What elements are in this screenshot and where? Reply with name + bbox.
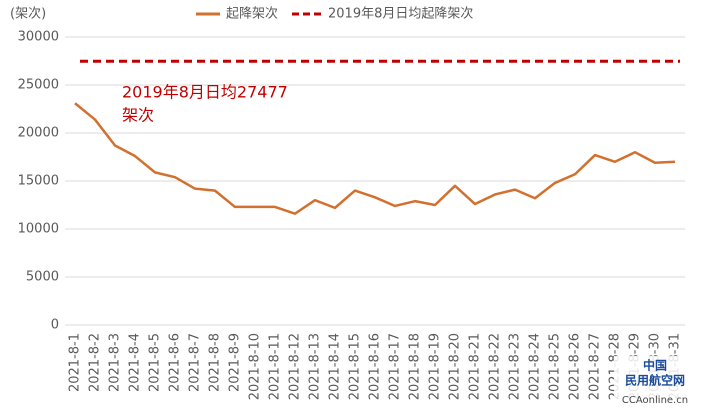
x-tick-label: 2021-8-8	[208, 333, 223, 392]
x-tick-label: 2021-8-14	[328, 333, 343, 400]
annotation: 架次	[122, 106, 154, 125]
x-tick-label: 2021-8-10	[248, 333, 263, 400]
x-tick-label: 2021-8-1	[68, 333, 83, 392]
y-tick-label: 0	[51, 318, 59, 333]
y-tick-label: 5000	[26, 270, 59, 285]
x-tick-label: 2021-8-16	[368, 333, 383, 400]
x-tick-label: 2021-8-15	[348, 333, 363, 400]
x-tick-label: 2021-8-2	[88, 333, 103, 392]
x-tick-label: 2021-8-20	[448, 333, 463, 400]
y-tick-label: 30000	[18, 30, 59, 45]
x-tick-label: 2021-8-9	[228, 333, 243, 392]
watermark: 中国	[643, 358, 667, 373]
x-tick-label: 2021-8-3	[108, 333, 123, 392]
x-tick-label: 2021-8-6	[168, 333, 183, 392]
x-tick-label: 2021-8-13	[308, 333, 323, 400]
watermark-bg	[614, 356, 702, 416]
x-tick-label: 2021-8-24	[528, 333, 543, 400]
x-tick-label: 2021-8-4	[128, 333, 143, 392]
y-tick-label: 15000	[18, 174, 59, 189]
x-tick-label: 2021-8-5	[148, 333, 163, 392]
x-tick-label: 2021-8-26	[568, 333, 583, 400]
x-tick-label: 2021-8-12	[288, 333, 303, 400]
y-tick-label: 10000	[18, 222, 59, 237]
watermark: CCAonline.cn	[622, 395, 688, 406]
x-tick-label: 2021-8-27	[588, 333, 603, 400]
x-tick-label: 2021-8-7	[188, 333, 203, 392]
y-tick-label: 25000	[18, 78, 59, 93]
legend-label: 起降架次	[226, 6, 278, 22]
x-tick-label: 2021-8-18	[408, 333, 423, 400]
x-tick-label: 2021-8-23	[508, 333, 523, 400]
data-line	[74, 102, 676, 215]
y-axis-label: (架次)	[10, 6, 46, 22]
x-tick-label: 2021-8-17	[388, 333, 403, 400]
legend-label: 2019年8月日均起降架次	[328, 6, 473, 22]
x-tick-label: 2021-8-19	[428, 333, 443, 400]
x-tick-label: 2021-8-11	[268, 333, 283, 400]
x-tick-label: 2021-8-21	[468, 333, 483, 400]
annotation: 2019年8月日均27477	[122, 83, 288, 102]
y-tick-label: 20000	[18, 126, 59, 141]
x-tick-label: 2021-8-25	[548, 333, 563, 400]
watermark: 民用航空网	[625, 373, 685, 388]
x-tick-label: 2021-8-22	[488, 333, 503, 400]
